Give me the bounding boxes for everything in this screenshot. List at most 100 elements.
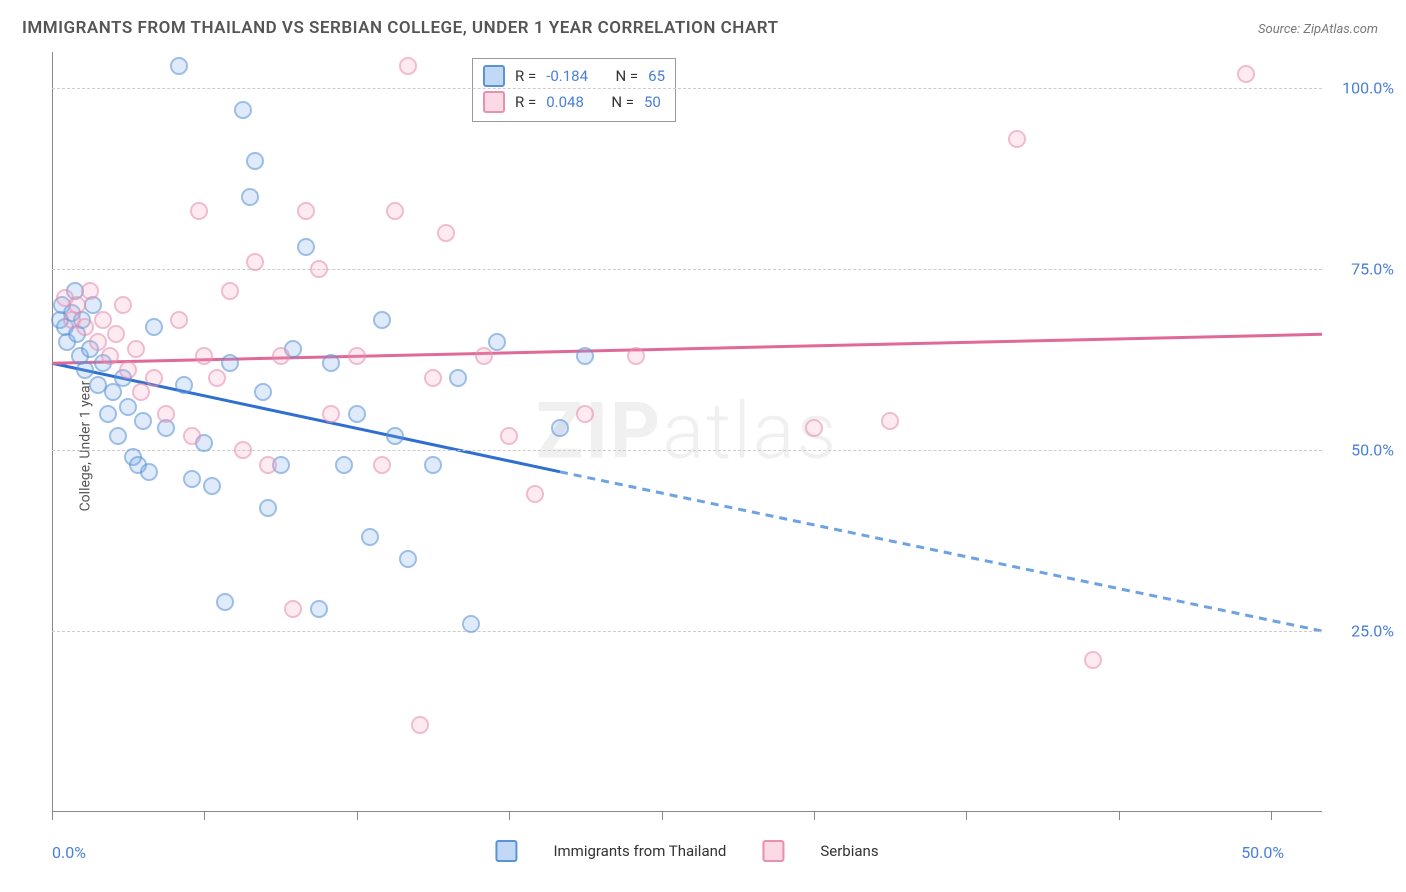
source-attribution: Source: ZipAtlas.com <box>1258 22 1378 37</box>
point-serbian <box>627 347 645 365</box>
point-thailand <box>234 101 252 119</box>
stats-row-serbian: R = 0.048 N = 50 <box>483 89 665 115</box>
y-tick-label: 25.0% <box>1351 622 1394 641</box>
point-serbian <box>145 369 163 387</box>
point-thailand <box>170 57 188 75</box>
point-serbian <box>411 716 429 734</box>
x-tick <box>357 812 358 820</box>
x-tick <box>814 812 815 820</box>
point-serbian <box>1008 130 1026 148</box>
point-thailand <box>488 333 506 351</box>
point-serbian <box>195 347 213 365</box>
point-thailand <box>297 238 315 256</box>
point-thailand <box>99 405 117 423</box>
y-tick-label: 50.0% <box>1351 441 1394 460</box>
point-serbian <box>348 347 366 365</box>
point-thailand <box>134 412 152 430</box>
x-tick-label: 50.0% <box>1241 843 1284 862</box>
point-serbian <box>107 325 125 343</box>
point-thailand <box>221 354 239 372</box>
point-serbian <box>127 340 145 358</box>
gridline <box>52 88 1322 89</box>
point-thailand <box>576 347 594 365</box>
point-thailand <box>140 463 158 481</box>
point-serbian <box>284 600 302 618</box>
x-tick-label: 0.0% <box>52 843 86 862</box>
point-thailand <box>449 369 467 387</box>
point-thailand <box>348 405 366 423</box>
point-thailand <box>424 456 442 474</box>
point-serbian <box>386 202 404 220</box>
point-thailand <box>373 311 391 329</box>
point-thailand <box>119 398 137 416</box>
gridline <box>52 269 1322 270</box>
point-thailand <box>551 419 569 437</box>
point-serbian <box>805 419 823 437</box>
point-thailand <box>310 600 328 618</box>
y-axis <box>52 52 53 812</box>
n-value-thailand: 65 <box>648 67 665 85</box>
r-label: R = <box>515 67 536 85</box>
point-serbian <box>881 412 899 430</box>
point-thailand <box>335 456 353 474</box>
point-thailand <box>109 427 127 445</box>
point-serbian <box>399 57 417 75</box>
r-label: R = <box>515 93 536 111</box>
point-thailand <box>246 152 264 170</box>
point-serbian <box>170 311 188 329</box>
point-serbian <box>1237 65 1255 83</box>
point-serbian <box>208 369 226 387</box>
point-thailand <box>322 354 340 372</box>
point-serbian <box>373 456 391 474</box>
point-serbian <box>310 260 328 278</box>
point-serbian <box>81 282 99 300</box>
point-serbian <box>183 427 201 445</box>
point-serbian <box>1084 651 1102 669</box>
plot-area: ZIPatlas R = -0.184 N = 65 R = 0.048 N =… <box>52 52 1322 812</box>
point-serbian <box>297 202 315 220</box>
r-value-thailand: -0.184 <box>546 67 588 85</box>
swatch-blue-icon <box>483 65 505 87</box>
n-label: N = <box>615 67 638 85</box>
x-tick <box>509 812 510 820</box>
x-axis <box>52 811 1322 812</box>
point-serbian <box>475 347 493 365</box>
point-serbian <box>437 224 455 242</box>
x-tick <box>1271 812 1272 820</box>
y-tick-label: 100.0% <box>1342 79 1394 98</box>
point-thailand <box>241 188 259 206</box>
point-thailand <box>361 528 379 546</box>
point-serbian <box>424 369 442 387</box>
point-serbian <box>157 405 175 423</box>
point-serbian <box>119 361 137 379</box>
legend-swatch-blue-icon <box>495 840 517 862</box>
stats-row-thailand: R = -0.184 N = 65 <box>483 63 665 89</box>
n-label: N = <box>611 93 634 111</box>
gridline <box>52 631 1322 632</box>
point-thailand <box>175 376 193 394</box>
legend-label-serbian: Serbians <box>820 842 878 860</box>
n-value-serbian: 50 <box>644 93 661 111</box>
point-thailand <box>386 427 404 445</box>
point-serbian <box>259 456 277 474</box>
point-serbian <box>234 441 252 459</box>
point-serbian <box>101 347 119 365</box>
x-tick <box>1119 812 1120 820</box>
y-tick-label: 75.0% <box>1351 260 1394 279</box>
x-tick <box>662 812 663 820</box>
point-thailand <box>216 593 234 611</box>
point-serbian <box>190 202 208 220</box>
x-tick <box>52 812 53 820</box>
swatch-pink-icon <box>483 91 505 113</box>
trend-lines-svg <box>52 52 1322 812</box>
point-thailand <box>259 499 277 517</box>
x-tick <box>204 812 205 820</box>
x-tick <box>966 812 967 820</box>
point-serbian <box>272 347 290 365</box>
point-thailand <box>203 477 221 495</box>
point-serbian <box>322 405 340 423</box>
chart-title: IMMIGRANTS FROM THAILAND VS SERBIAN COLL… <box>22 18 779 38</box>
watermark: ZIPatlas <box>536 387 838 478</box>
point-serbian <box>576 405 594 423</box>
point-serbian <box>114 296 132 314</box>
